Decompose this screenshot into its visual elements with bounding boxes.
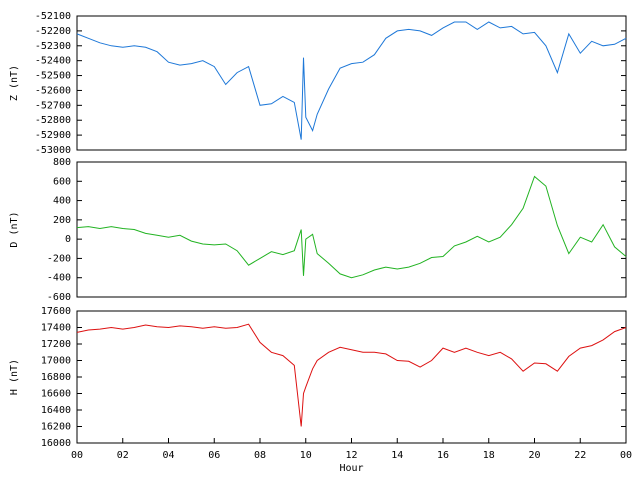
x-tick-label: 14	[391, 450, 403, 461]
x-tick-label: 04	[162, 450, 174, 461]
data-line	[76, 323, 627, 427]
x-axis-label: Hour	[339, 463, 363, 474]
y-tick-label: 16400	[41, 405, 71, 416]
y-tick-label: 16800	[41, 372, 71, 383]
y-tick-label: -52600	[35, 85, 71, 96]
x-tick-label: 00	[71, 450, 83, 461]
y-tick-label: 200	[53, 215, 71, 226]
y-tick-label: 16000	[41, 438, 71, 449]
y-tick-label: 16200	[41, 422, 71, 433]
y-tick-label: 600	[53, 176, 71, 187]
y-axis-label: D (nT)	[9, 211, 20, 247]
x-tick-label: 20	[528, 450, 540, 461]
y-tick-label: -52400	[35, 56, 71, 67]
y-tick-label: -52800	[35, 115, 71, 126]
y-tick-label: -52900	[35, 130, 71, 141]
y-tick-label: -600	[47, 292, 71, 303]
y-tick-label: 17000	[41, 356, 71, 367]
y-tick-label: 17600	[41, 306, 71, 317]
y-tick-label: 0	[65, 234, 71, 245]
y-tick-label: -52100	[35, 11, 71, 22]
y-tick-label: 17200	[41, 339, 71, 350]
x-tick-label: 22	[574, 450, 586, 461]
x-tick-label: 06	[208, 450, 220, 461]
plot-frame	[76, 310, 627, 444]
x-tick-label: 12	[345, 450, 357, 461]
x-tick-label: 00	[620, 450, 632, 461]
plot-frame	[76, 161, 627, 298]
y-tick-label: 17400	[41, 323, 71, 334]
y-tick-label: 800	[53, 157, 71, 168]
y-tick-label: -52700	[35, 100, 71, 111]
y-tick-label: -52500	[35, 71, 71, 82]
y-axis-label: H (nT)	[9, 359, 20, 395]
x-tick-label: 08	[254, 450, 266, 461]
y-axis-label: Z (nT)	[9, 65, 20, 101]
plot-frame	[76, 15, 627, 151]
x-tick-label: 18	[483, 450, 495, 461]
data-line	[76, 175, 627, 279]
y-tick-label: -400	[47, 273, 71, 284]
y-tick-label: -200	[47, 253, 71, 264]
y-tick-label: -52300	[35, 41, 71, 52]
data-line	[76, 21, 627, 140]
y-tick-label: -53000	[35, 145, 71, 156]
y-tick-label: 400	[53, 196, 71, 207]
x-tick-label: 16	[437, 450, 449, 461]
y-tick-label: 16600	[41, 389, 71, 400]
x-tick-label: 10	[300, 450, 312, 461]
x-tick-label: 02	[117, 450, 129, 461]
y-tick-label: -52200	[35, 26, 71, 37]
